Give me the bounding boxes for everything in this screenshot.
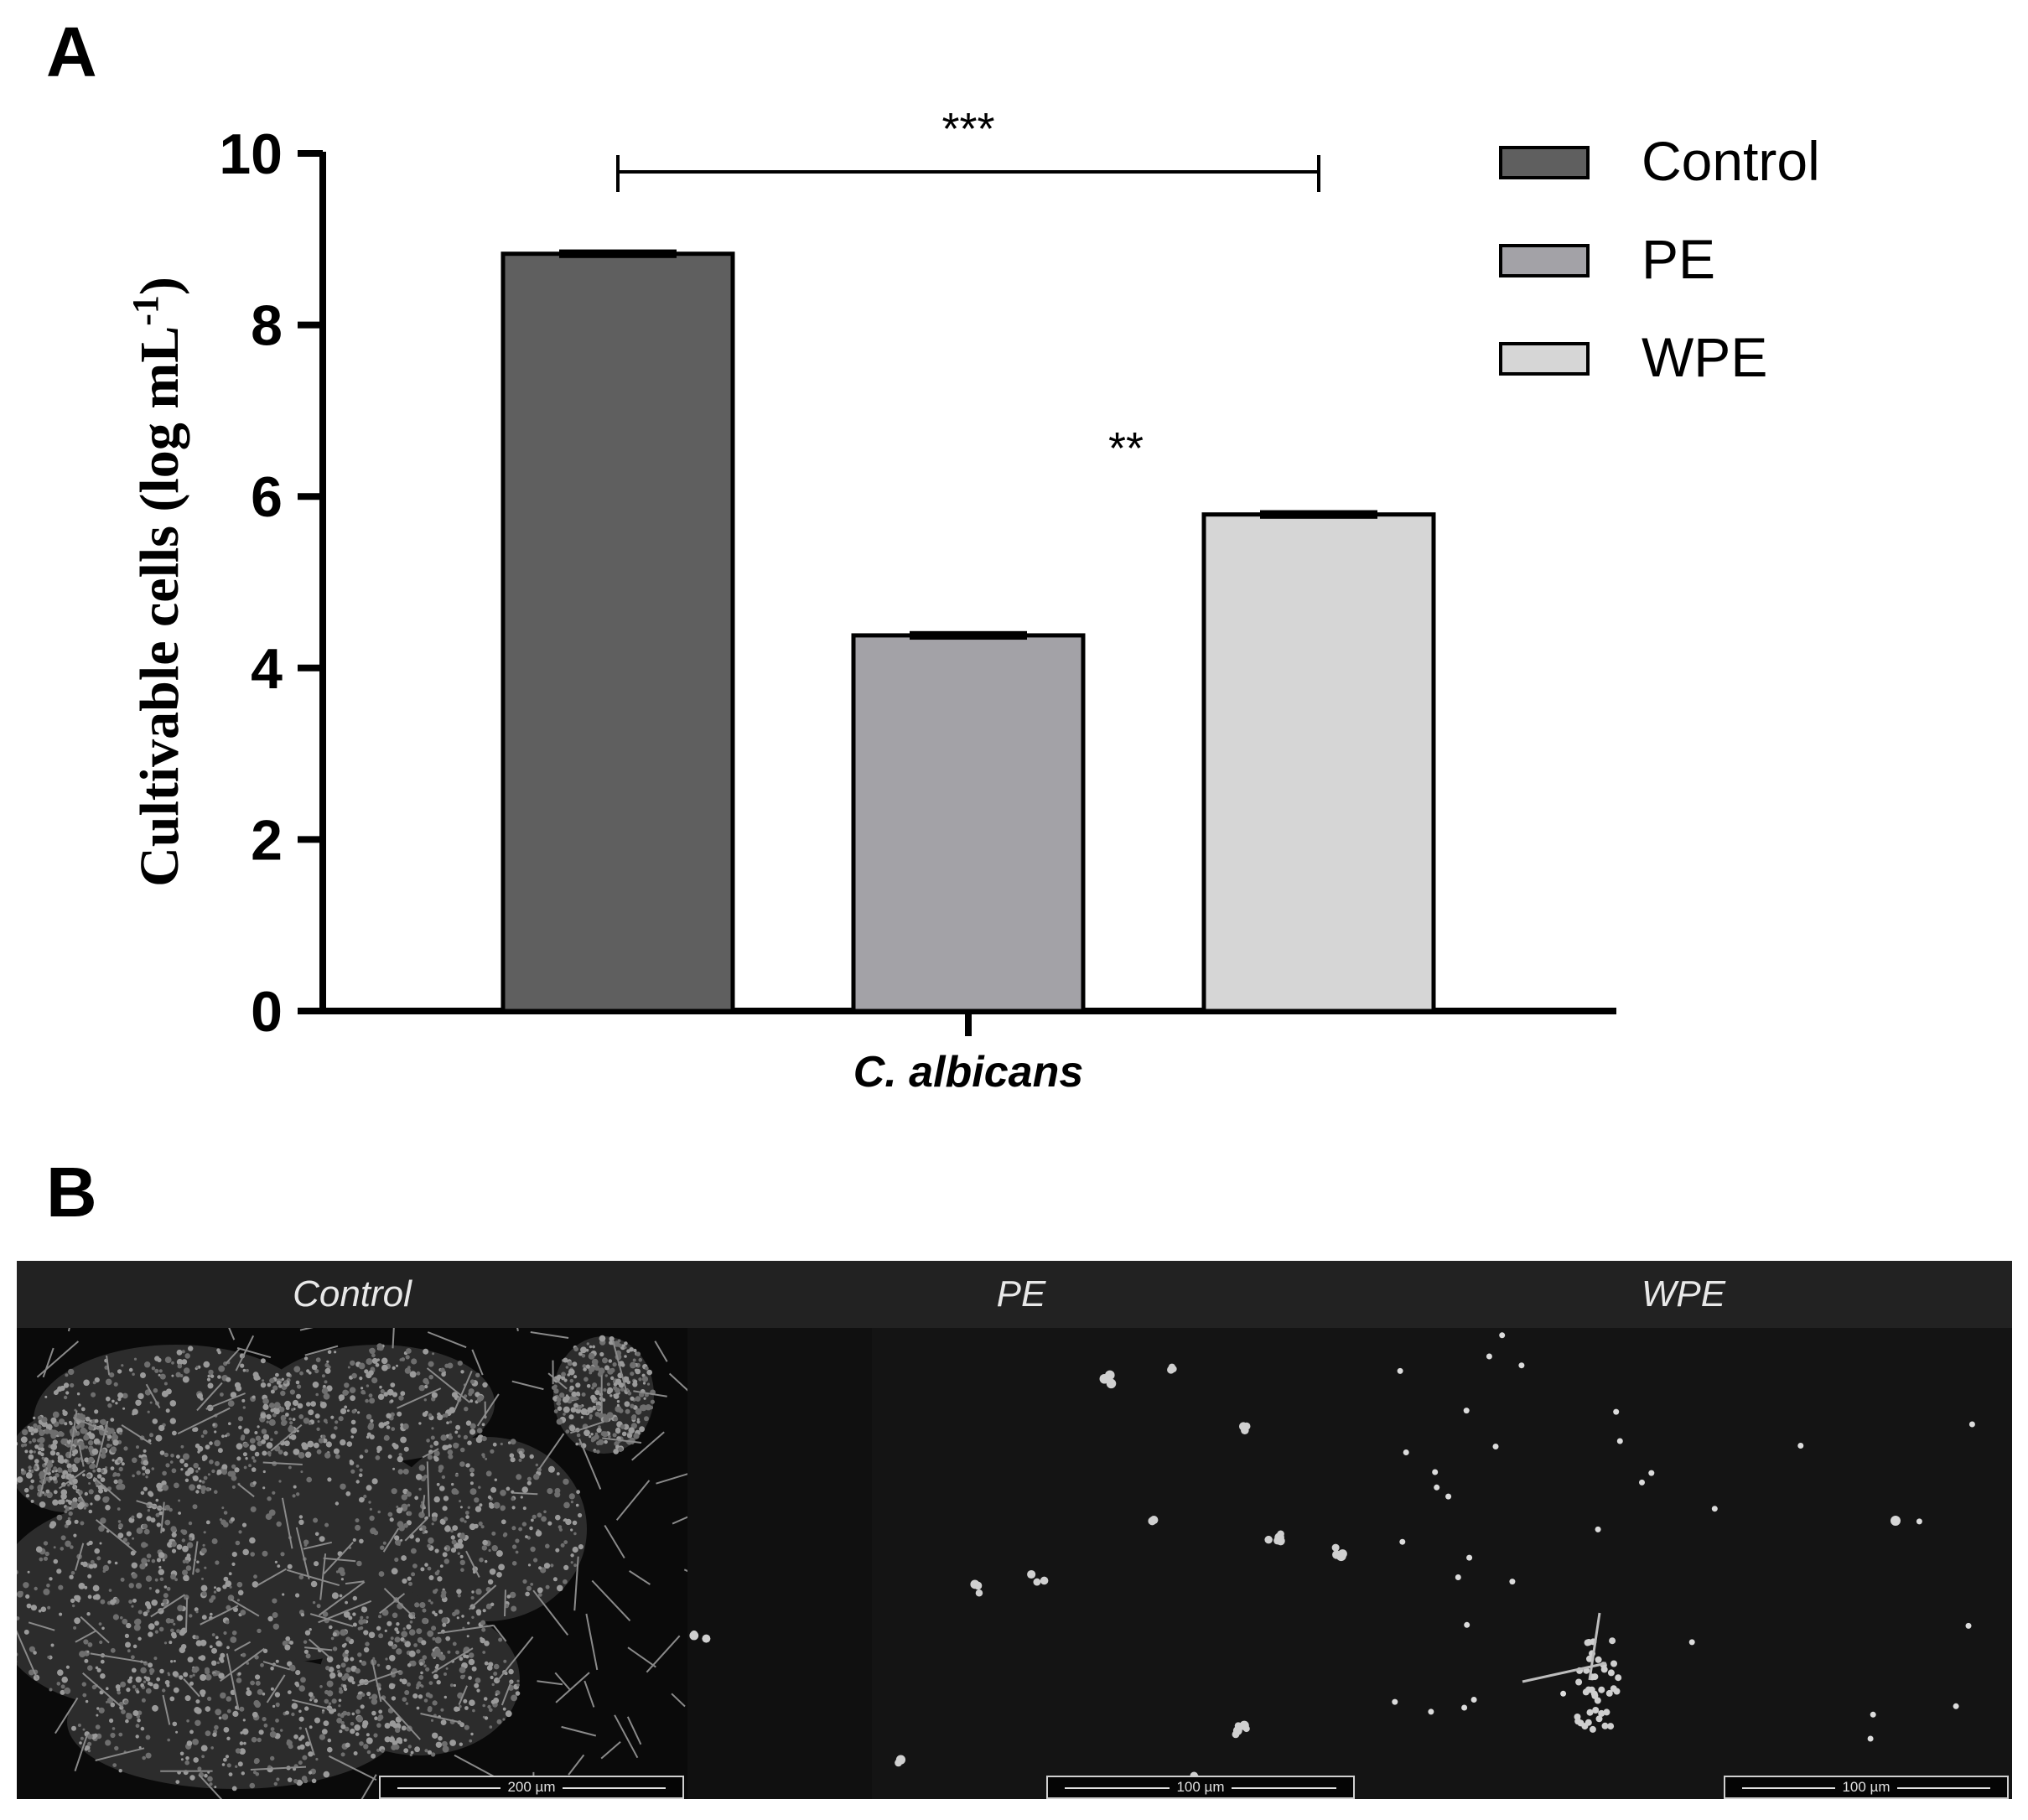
panel-a-label: A	[46, 13, 97, 91]
bar-wpe	[1201, 512, 1436, 1014]
scale-label-pe: 100 µm	[1170, 1779, 1232, 1795]
bar-pe	[851, 633, 1086, 1014]
scale-label-wpe: 100 µm	[1835, 1779, 1897, 1795]
y-tick-label-5: 10	[219, 122, 283, 186]
scale-label-control: 200 µm	[501, 1779, 563, 1795]
scale-bar-wpe: 100 µm	[1724, 1776, 2009, 1799]
legend-swatch-pe	[1499, 244, 1590, 277]
sem-title-pe: PE	[996, 1273, 1046, 1314]
sem-image-pe	[687, 1328, 1355, 1799]
legend-label-pe: PE	[1642, 228, 1715, 290]
y-tick-label-3: 6	[251, 465, 283, 529]
legend-swatch-control	[1499, 146, 1590, 179]
bar-control	[501, 251, 735, 1014]
error-bar-pe	[910, 630, 1027, 640]
sem-image-strip: Control PE WPE 200 µm 100 µm 100 µm	[17, 1261, 2012, 1799]
sem-title-wpe: WPE	[1641, 1273, 1726, 1314]
x-tick-label-0: C. albicans	[853, 1048, 1084, 1097]
error-bar-control	[559, 249, 677, 258]
scale-bar-control: 200 µm	[379, 1776, 684, 1799]
sem-title-control: Control	[293, 1273, 412, 1314]
legend-label-wpe: WPE	[1642, 326, 1767, 388]
sem-image-wpe	[1355, 1328, 2012, 1799]
y-axis-title: Cultivable cells (log mL-1)	[125, 277, 191, 887]
y-tick-label-1: 2	[251, 808, 283, 872]
bar-chart: 0 2 4 6 8 10 Cultivable cells (log mL-1) C. alb…	[125, 104, 1820, 1097]
sem-header-bar	[17, 1261, 2012, 1328]
sem-image-control	[17, 1328, 687, 1799]
legend-label-control: Control	[1642, 130, 1820, 192]
error-bar-wpe	[1260, 510, 1377, 519]
y-tick-label-0: 0	[251, 980, 283, 1044]
sig-label-control-wpe: ***	[941, 104, 994, 154]
scale-bar-pe: 100 µm	[1046, 1776, 1355, 1799]
sig-label-pe-wpe: **	[1108, 423, 1144, 474]
legend-swatch-wpe	[1499, 342, 1590, 376]
y-tick-label-2: 4	[251, 637, 283, 701]
panel-b-label: B	[46, 1153, 97, 1231]
y-tick-label-4: 8	[251, 294, 283, 358]
